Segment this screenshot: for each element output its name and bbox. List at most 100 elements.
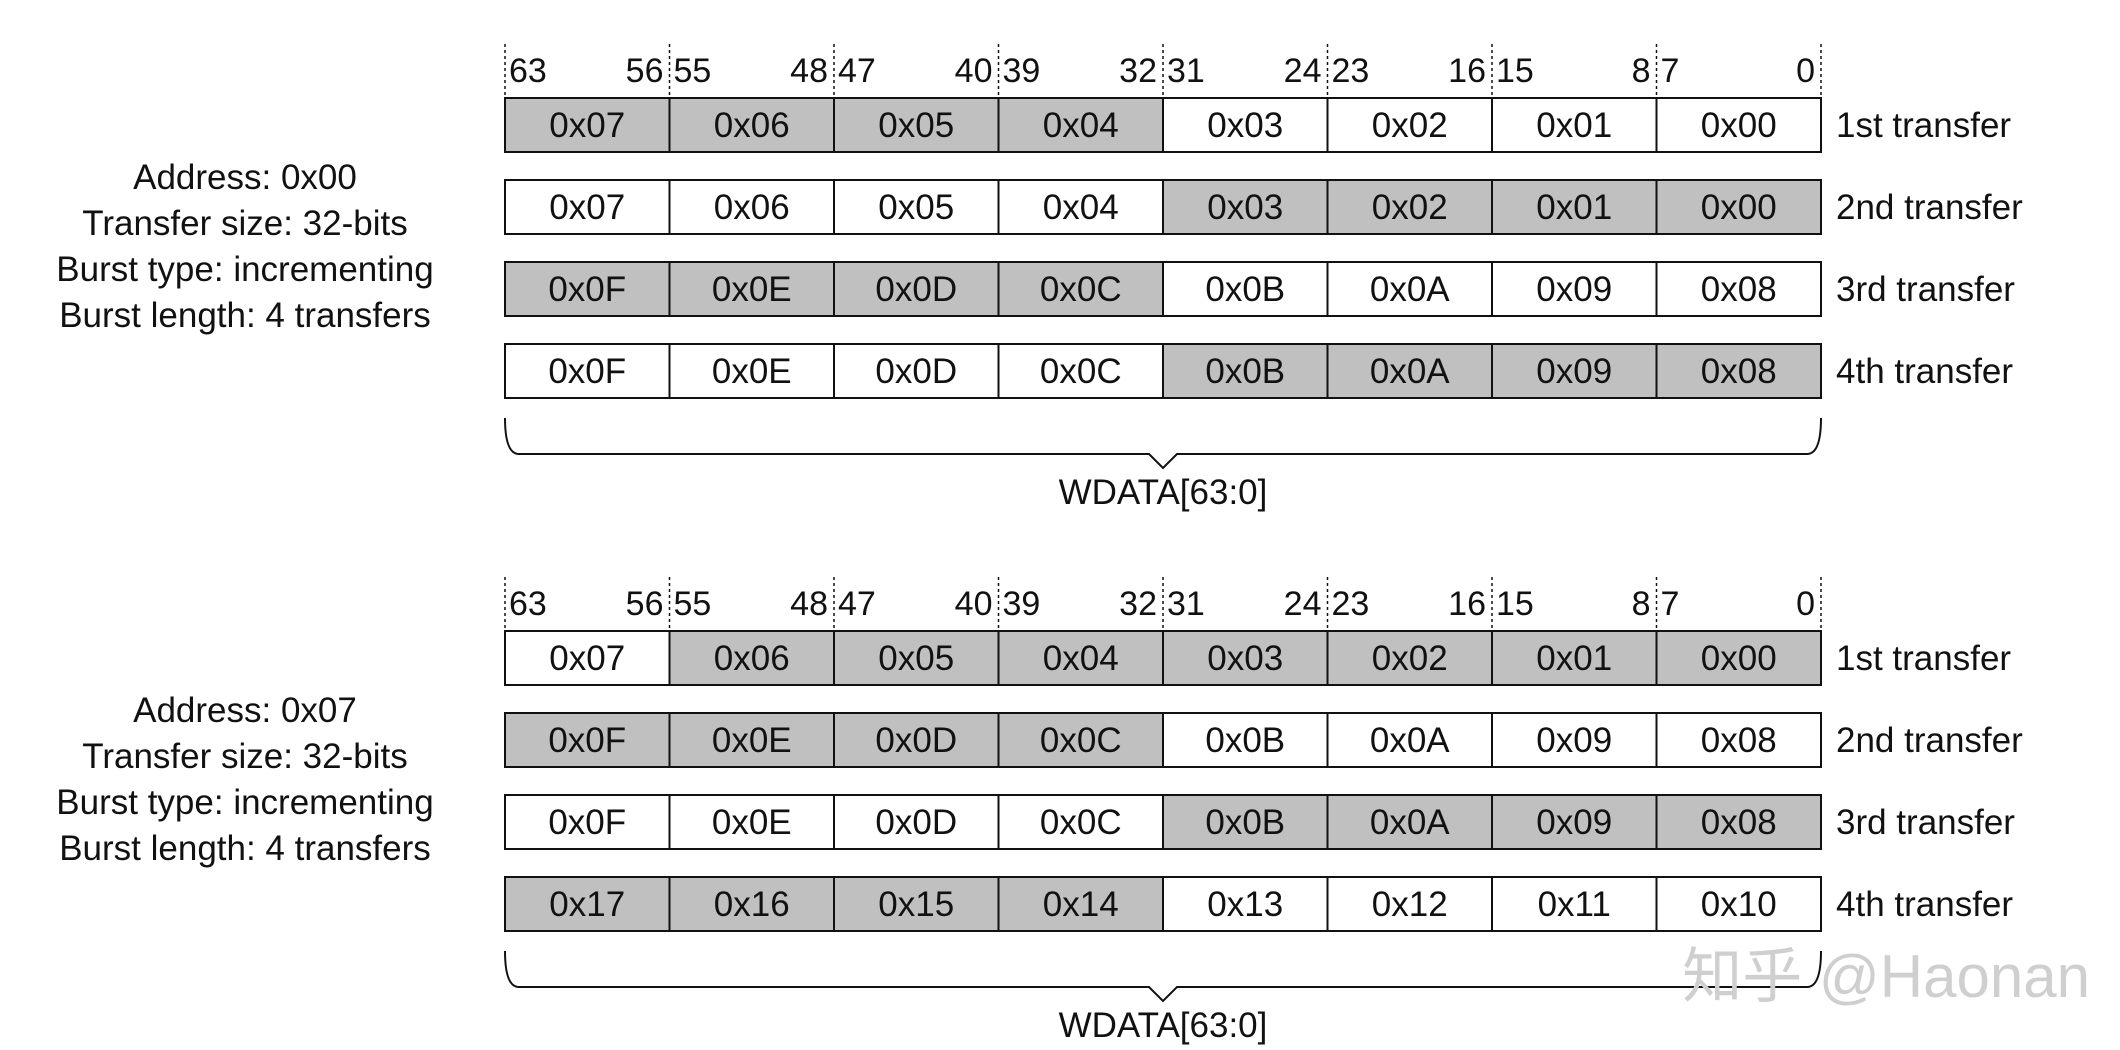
byte-value: 0x01 <box>1536 639 1612 678</box>
bit-label-low: 32 <box>1119 585 1157 623</box>
panel-2-description-line: Address: 0x07 <box>133 691 357 730</box>
transfer-label: 4th transfer <box>1836 352 2013 391</box>
panel-2-description-line: Transfer size: 32-bits <box>82 737 408 776</box>
byte-lane-inactive <box>1491 97 1658 153</box>
transfer-row: 0x0F 0x0E 0x0D 0x0C 0x0B 0x0A 0x09 0x08 3rd tran… <box>504 261 2015 317</box>
byte-lane-inactive <box>833 179 1000 235</box>
byte-value: 0x09 <box>1536 803 1612 842</box>
byte-value: 0x06 <box>714 188 790 227</box>
byte-value: 0x0B <box>1205 721 1285 760</box>
byte-value: 0x0E <box>712 352 792 391</box>
byte-value: 0x0C <box>1040 803 1122 842</box>
byte-value: 0x02 <box>1372 639 1448 678</box>
transfer-row: 0x0F 0x0E 0x0D 0x0C 0x0B 0x0A 0x09 0x08 3rd tran… <box>504 794 2015 850</box>
bit-label-low: 16 <box>1448 52 1486 90</box>
bus-brace <box>504 417 1822 470</box>
byte-value: 0x06 <box>714 639 790 678</box>
byte-value: 0x03 <box>1207 106 1283 145</box>
byte-lane-inactive <box>668 179 835 235</box>
byte-value: 0x01 <box>1536 188 1612 227</box>
bit-label-low: 32 <box>1119 52 1157 90</box>
byte-value: 0x0F <box>548 721 626 760</box>
byte-value: 0x0D <box>875 270 957 309</box>
byte-lane-active <box>1655 179 1822 235</box>
byte-lane-active <box>1491 794 1658 850</box>
byte-value: 0x04 <box>1043 188 1119 227</box>
byte-value: 0x05 <box>878 639 954 678</box>
byte-value: 0x02 <box>1372 188 1448 227</box>
byte-lane-inactive <box>668 343 835 399</box>
byte-lane-active <box>833 261 1000 317</box>
bit-label-low: 56 <box>626 52 664 90</box>
byte-lane-inactive <box>504 794 671 850</box>
panel-1-description-line: Burst length: 4 transfers <box>59 296 431 335</box>
bit-label-high: 31 <box>1167 585 1205 623</box>
panel-1-description-line: Burst type: incrementing <box>56 250 434 289</box>
byte-lane-active <box>1162 179 1329 235</box>
transfer-row: 0x0F 0x0E 0x0D 0x0C 0x0B 0x0A 0x09 0x08 4th tran… <box>504 343 2013 399</box>
panel-2-description-line: Burst type: incrementing <box>56 783 434 822</box>
transfer-label: 2nd transfer <box>1836 188 2023 227</box>
byte-value: 0x0F <box>548 270 626 309</box>
bit-label-high: 47 <box>838 585 876 623</box>
bit-label-low: 0 <box>1796 585 1815 623</box>
transfer-label: 3rd transfer <box>1836 270 2015 309</box>
byte-value: 0x07 <box>549 639 625 678</box>
bit-label-low: 48 <box>790 52 828 90</box>
byte-lane-active <box>1162 630 1329 686</box>
byte-lane-inactive <box>833 343 1000 399</box>
transfer-label: 1st transfer <box>1836 106 2011 145</box>
bit-label-low: 8 <box>1632 52 1651 90</box>
byte-value: 0x14 <box>1043 885 1119 924</box>
byte-value: 0x09 <box>1536 721 1612 760</box>
transfer-row: 0x07 0x06 0x05 0x04 0x03 0x02 0x01 0x00 1st tran… <box>504 97 2011 153</box>
bit-label-high: 47 <box>838 52 876 90</box>
byte-value: 0x0F <box>548 803 626 842</box>
byte-value: 0x16 <box>714 885 790 924</box>
byte-lane-active <box>1326 343 1493 399</box>
byte-value: 0x02 <box>1372 106 1448 145</box>
byte-lane-inactive <box>1162 97 1329 153</box>
byte-value: 0x09 <box>1536 352 1612 391</box>
bit-label-low: 48 <box>790 585 828 623</box>
byte-lane-active <box>1326 630 1493 686</box>
byte-lane-inactive <box>1655 261 1822 317</box>
byte-value: 0x0A <box>1370 803 1450 842</box>
byte-value: 0x0A <box>1370 721 1450 760</box>
bit-label-high: 23 <box>1332 52 1370 90</box>
byte-lane-active <box>668 876 835 932</box>
byte-value: 0x00 <box>1701 639 1777 678</box>
bus-label: WDATA[63:0] <box>1059 1006 1268 1045</box>
bit-label-low: 24 <box>1284 52 1322 90</box>
byte-lane-inactive <box>1326 712 1493 768</box>
byte-lane-inactive <box>1162 712 1329 768</box>
byte-value: 0x00 <box>1701 188 1777 227</box>
byte-value: 0x09 <box>1536 270 1612 309</box>
byte-value: 0x0F <box>548 352 626 391</box>
byte-lane-active <box>997 712 1164 768</box>
byte-value: 0x08 <box>1701 270 1777 309</box>
bit-label-high: 55 <box>674 585 712 623</box>
byte-lane-active <box>504 261 671 317</box>
byte-value: 0x05 <box>878 188 954 227</box>
panel-2-description-line: Burst length: 4 transfers <box>59 829 431 868</box>
transfer-row: 0x07 0x06 0x05 0x04 0x03 0x02 0x01 0x00 2nd tran… <box>504 179 2023 235</box>
byte-value: 0x0B <box>1205 270 1285 309</box>
byte-lane-inactive <box>1326 261 1493 317</box>
bit-label-low: 40 <box>955 585 993 623</box>
byte-value: 0x07 <box>549 106 625 145</box>
transfer-label: 4th transfer <box>1836 885 2013 924</box>
watermark: 知乎 @Haonan <box>1682 943 2090 1010</box>
byte-lane-active <box>504 876 671 932</box>
byte-value: 0x12 <box>1372 885 1448 924</box>
byte-value: 0x06 <box>714 106 790 145</box>
byte-value: 0x08 <box>1701 352 1777 391</box>
byte-lane-inactive <box>504 630 671 686</box>
panel-1-description-line: Address: 0x00 <box>133 158 357 197</box>
byte-lane-inactive <box>1491 712 1658 768</box>
byte-lane-active <box>1655 630 1822 686</box>
byte-lane-active <box>668 712 835 768</box>
transfer-row: 0x0F 0x0E 0x0D 0x0C 0x0B 0x0A 0x09 0x08 2nd tran… <box>504 712 2023 768</box>
byte-value: 0x0D <box>875 721 957 760</box>
